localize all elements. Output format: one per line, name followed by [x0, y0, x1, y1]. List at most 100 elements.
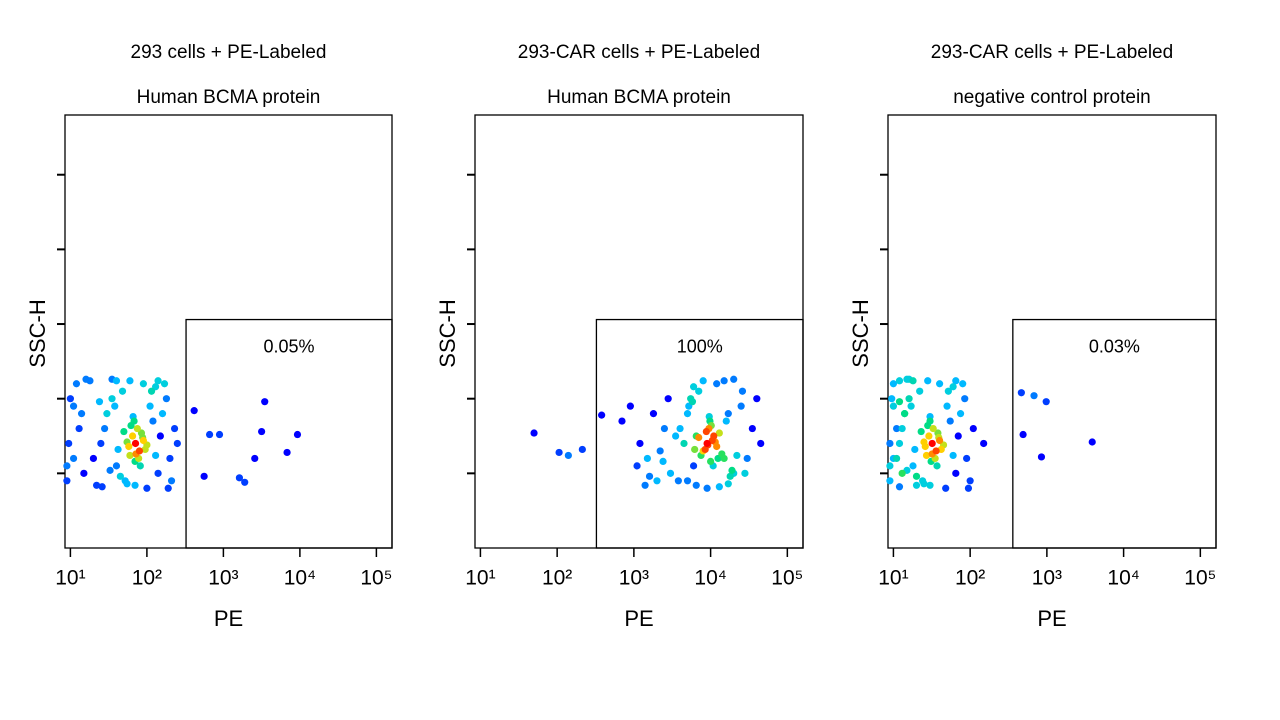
event-point — [964, 484, 973, 492]
plot-frame — [64, 114, 393, 549]
event-point — [101, 424, 109, 433]
event-point — [167, 477, 176, 485]
event-point — [932, 447, 940, 455]
event-point — [895, 377, 904, 385]
event-point — [905, 395, 913, 403]
event-point — [160, 380, 169, 388]
gate-label: 100% — [677, 336, 723, 356]
event-point — [645, 472, 654, 480]
event-point — [659, 457, 667, 465]
event-point — [911, 445, 919, 454]
gate-label: 0.05% — [264, 336, 315, 356]
event-point — [720, 454, 728, 463]
event-point — [215, 430, 224, 439]
event-point — [920, 480, 928, 488]
gate — [1012, 318, 1217, 549]
event-point — [72, 380, 81, 388]
event-point — [643, 454, 651, 463]
event-point — [1042, 398, 1050, 406]
event-point — [912, 481, 921, 489]
x-tick-label: 10¹ — [878, 567, 908, 590]
event-point — [636, 439, 644, 448]
event-point — [916, 387, 924, 395]
event-point — [963, 454, 971, 463]
panel: 293-CAR cells + PE-Labeled negative contr… — [848, 42, 1217, 631]
event-point — [131, 439, 140, 448]
event-point — [66, 395, 74, 403]
chart-title: 293-CAR cells + PE-Labeled — [931, 42, 1173, 63]
event-point — [688, 398, 697, 406]
event-point — [156, 432, 164, 440]
event-point — [925, 432, 933, 440]
event-point — [748, 424, 756, 433]
event-point — [143, 484, 151, 492]
event-point — [126, 451, 134, 460]
event-point — [95, 398, 104, 406]
event-point — [251, 454, 259, 463]
event-point — [680, 439, 688, 448]
event-point — [707, 457, 715, 465]
event-point — [695, 433, 703, 442]
event-point — [949, 451, 957, 460]
event-point — [664, 395, 672, 403]
event-point — [695, 387, 703, 395]
event-point — [135, 447, 144, 455]
event-point — [112, 377, 121, 385]
event-point — [928, 439, 936, 448]
event-point — [1037, 453, 1046, 461]
event-point — [961, 395, 969, 403]
event-point — [114, 445, 122, 454]
event-point — [699, 377, 707, 385]
event-point — [895, 439, 904, 448]
event-point — [889, 380, 898, 388]
event-point — [724, 410, 732, 418]
event-point — [170, 424, 179, 433]
y-axis-label: SSC-H — [435, 299, 460, 367]
event-point — [689, 383, 698, 391]
event-point — [125, 442, 133, 451]
event-point — [77, 410, 86, 418]
event-point — [106, 466, 114, 474]
event-point — [901, 410, 909, 418]
x-tick-label: 10⁵ — [771, 567, 803, 590]
event-point — [898, 424, 906, 433]
event-point — [674, 477, 682, 485]
x-tick-label: 10⁵ — [360, 567, 392, 590]
event-point — [131, 481, 139, 489]
event-point — [656, 447, 664, 455]
event-point — [909, 377, 917, 385]
event-point — [952, 469, 960, 477]
event-point — [118, 387, 127, 395]
event-point — [63, 462, 71, 470]
event-point — [703, 484, 711, 492]
event-point — [530, 429, 538, 437]
event-point — [111, 402, 119, 410]
y-axis-label: SSC-H — [25, 299, 50, 367]
gate — [595, 318, 804, 549]
event-point — [63, 477, 71, 485]
event-point — [898, 469, 906, 477]
event-point — [737, 402, 745, 410]
event-point — [720, 377, 728, 385]
event-point — [929, 424, 937, 433]
x-tick-label: 10⁵ — [1184, 567, 1216, 590]
event-point — [886, 439, 894, 448]
chart-subtitle: Human BCMA protein — [137, 87, 321, 108]
event-point — [966, 477, 974, 485]
x-tick-label: 10¹ — [465, 567, 495, 590]
event-point — [626, 402, 634, 410]
event-point — [922, 451, 931, 460]
event-point — [633, 462, 641, 470]
event-point — [943, 402, 951, 410]
event-point — [892, 454, 901, 463]
event-point — [895, 483, 904, 491]
event-point — [1019, 430, 1027, 439]
event-point — [952, 377, 960, 385]
event-point — [80, 469, 88, 477]
event-point — [154, 469, 162, 477]
event-point — [907, 402, 915, 410]
event-point — [136, 462, 144, 470]
event-point — [241, 478, 249, 486]
